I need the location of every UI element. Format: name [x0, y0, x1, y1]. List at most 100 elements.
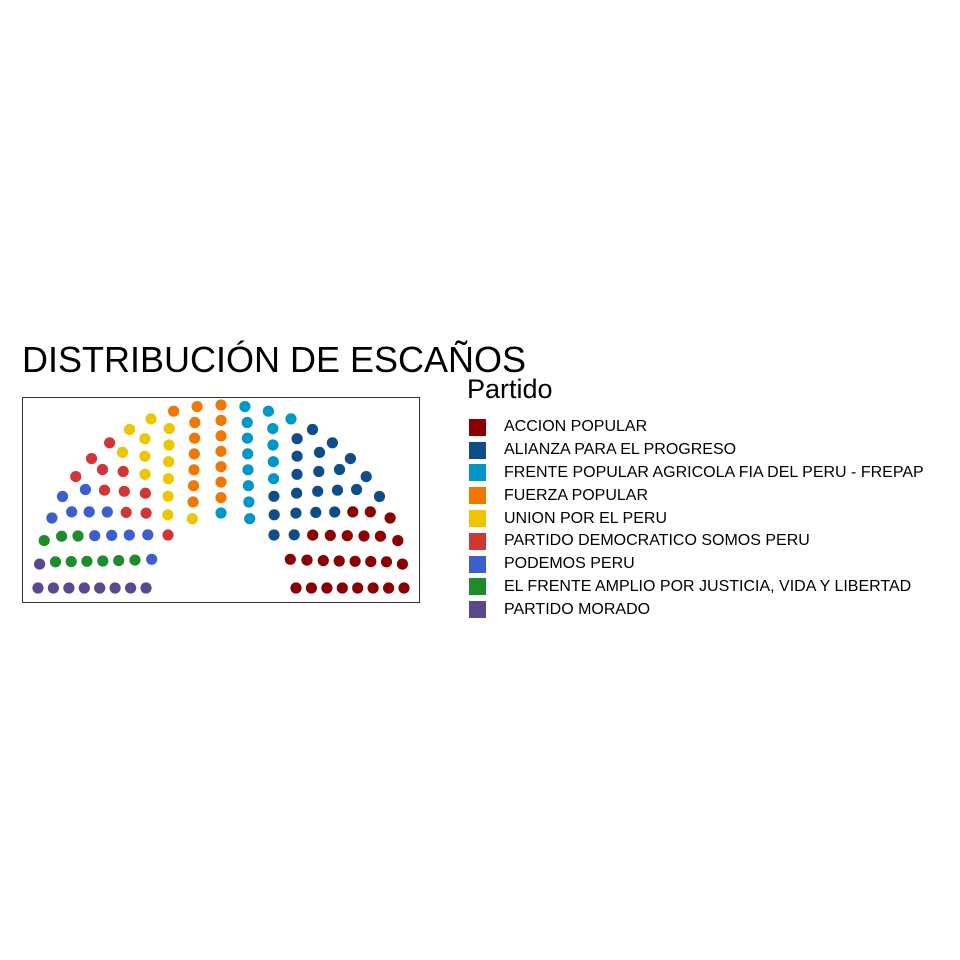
seat-point	[140, 582, 152, 594]
seat-point	[285, 413, 297, 425]
legend-label: PODEMOS PERU	[504, 555, 635, 573]
seat-point	[145, 413, 157, 425]
seat-point	[333, 463, 346, 476]
seat-point	[336, 582, 348, 594]
chart-title: DISTRIBUCIÓN DE ESCAÑOS	[22, 339, 527, 380]
seat-point	[367, 582, 379, 594]
seat-point	[146, 553, 158, 565]
seat-point	[268, 473, 280, 485]
seat-point	[97, 555, 109, 567]
seat-point	[34, 558, 46, 570]
seat-point	[120, 506, 132, 518]
seat-point	[47, 582, 59, 594]
seat-point	[66, 506, 78, 518]
seat-point	[163, 456, 175, 468]
legend-key	[469, 555, 486, 573]
seat-point	[291, 468, 303, 480]
seat-point	[243, 496, 255, 508]
seat-point	[365, 556, 377, 568]
legend-item: PARTIDO MORADO	[467, 598, 924, 621]
seat-point	[267, 439, 279, 451]
seat-point	[139, 468, 151, 480]
seat-point	[186, 513, 198, 525]
seat-point	[72, 530, 84, 542]
seat-point	[398, 582, 410, 594]
seat-point	[291, 433, 303, 445]
seat-point	[109, 582, 121, 594]
seat-point	[384, 512, 396, 524]
legend-key	[469, 418, 486, 436]
seat-point	[364, 506, 376, 518]
seat-point	[374, 530, 386, 542]
seat-point	[70, 471, 82, 483]
legend-item: ACCION POPULAR	[467, 416, 924, 439]
seat-point	[347, 506, 359, 518]
seat-point	[344, 453, 356, 465]
seat-point	[162, 473, 174, 485]
seat-point	[163, 439, 175, 451]
legend-label: ACCION POPULAR	[504, 418, 648, 436]
seat-point	[215, 399, 227, 411]
seat-point	[290, 582, 302, 594]
seat-point	[306, 423, 319, 436]
legend-key	[469, 464, 486, 482]
seat-point	[242, 480, 254, 492]
plot-area	[22, 397, 420, 603]
seat-point	[123, 529, 135, 541]
legend-key	[469, 510, 486, 528]
seat-point	[383, 582, 395, 594]
seat-point	[46, 512, 58, 524]
legend-label: FUERZA POPULAR	[504, 486, 649, 504]
seat-point	[140, 507, 152, 519]
seat-point	[162, 509, 174, 521]
seat-point	[142, 529, 154, 541]
legend-key	[469, 578, 486, 596]
legend-label: PARTIDO DEMOCRATICO SOMOS PERU	[504, 532, 810, 550]
seat-point	[380, 556, 393, 568]
seat-point	[191, 401, 203, 413]
legend: Partido ACCION POPULAR ALIANZA PARA EL PR…	[467, 376, 924, 621]
seat-point	[262, 405, 274, 417]
seat-point	[32, 582, 44, 594]
seat-point	[215, 476, 227, 488]
seat-point	[321, 582, 333, 594]
seat-point	[215, 492, 227, 504]
legend-item: PODEMOS PERU	[467, 553, 924, 576]
seat-point	[305, 582, 317, 594]
seat-point	[241, 432, 253, 444]
seat-point	[215, 414, 227, 426]
seat-point	[123, 423, 136, 436]
seat-point	[78, 582, 90, 594]
seat-point	[215, 507, 227, 519]
seat-point	[96, 463, 109, 476]
seat-point	[89, 530, 101, 542]
seat-point	[118, 485, 130, 497]
seat-point	[94, 582, 106, 594]
seat-point	[288, 529, 300, 541]
seat-point	[139, 487, 151, 499]
seat-point	[113, 555, 125, 567]
seat-point	[168, 405, 180, 417]
seat-point	[38, 535, 50, 547]
seat-point	[162, 529, 174, 541]
seat-point	[162, 490, 174, 502]
seat-point	[341, 530, 353, 542]
seat-point	[188, 480, 200, 492]
seat-point	[139, 450, 151, 462]
seat-point	[313, 465, 325, 478]
seat-point	[187, 496, 199, 508]
seat-point	[56, 490, 69, 503]
seat-point	[313, 446, 326, 458]
seat-point	[326, 437, 338, 449]
seat-point	[352, 582, 364, 594]
seat-point	[358, 530, 370, 542]
seat-point	[310, 506, 322, 518]
seat-point	[189, 416, 201, 429]
seat-point	[239, 401, 251, 413]
seat-point	[189, 432, 201, 444]
legend-key	[469, 601, 486, 619]
seat-point	[267, 456, 279, 468]
seat-point	[129, 554, 141, 566]
seat-point	[188, 464, 200, 476]
seat-point	[268, 529, 280, 541]
